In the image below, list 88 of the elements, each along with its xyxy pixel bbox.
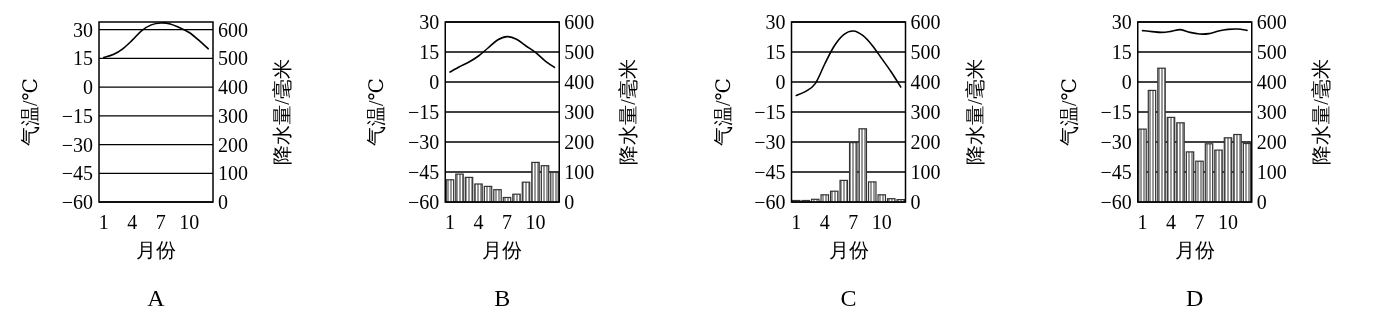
x-tick-label: 7	[848, 211, 859, 233]
y-tick-label: 15	[73, 47, 93, 70]
y-tick-label: −15	[407, 101, 440, 123]
y-tick-label: 15	[1111, 41, 1132, 63]
y-axis-title: 气温/℃	[19, 78, 41, 146]
y2-tick-label: 0	[1256, 191, 1267, 213]
y-tick-label: −30	[1100, 131, 1132, 153]
y-tick-label: 15	[419, 41, 440, 63]
y2-axis-title: 降水量/毫米	[1309, 59, 1332, 165]
y-tick-label: 30	[73, 18, 93, 41]
y2-tick-label: 300	[1256, 101, 1287, 123]
y2-tick-label: 600	[910, 11, 941, 33]
y2-tick-label: 100	[1256, 161, 1287, 183]
y2-tick-label: 600	[564, 11, 595, 33]
x-axis-title: 月份	[1174, 239, 1215, 261]
y2-tick-label: 600	[218, 18, 248, 41]
x-axis-title: 月份	[828, 239, 869, 261]
y2-tick-label: 200	[910, 131, 941, 153]
y-axis-title: 气温/℃	[711, 78, 734, 146]
y-tick-label: 30	[765, 11, 786, 33]
y2-tick-label: 200	[564, 131, 595, 153]
y2-tick-label: 300	[218, 104, 248, 127]
x-tick-label: 1	[98, 211, 109, 233]
y-tick-label: −30	[61, 133, 93, 156]
y-tick-label: −15	[61, 104, 93, 127]
x-tick-label: 10	[871, 211, 892, 233]
y2-tick-label: 300	[564, 101, 595, 123]
text: C	[840, 285, 857, 311]
text: A	[147, 285, 166, 311]
x-tick-label: 1	[791, 211, 802, 233]
y2-tick-label: 100	[218, 162, 248, 185]
y-tick-label: 0	[1121, 71, 1132, 93]
y2-tick-label: 500	[910, 41, 941, 63]
y-axis-title: 气温/℃	[365, 78, 388, 146]
y2-axis-title: 降水量/毫米	[271, 59, 293, 165]
y-tick-label: −60	[61, 191, 93, 213]
y2-axis-title: 降水量/毫米	[617, 59, 640, 165]
y2-tick-label: 100	[910, 161, 941, 183]
x-tick-label: 10	[1218, 211, 1238, 233]
x-tick-label: 1	[445, 211, 455, 233]
x-tick-label: 7	[1194, 211, 1205, 233]
y2-tick-label: 500	[218, 47, 248, 70]
x-tick-label: 4	[1166, 211, 1176, 233]
y2-tick-label: 400	[1256, 71, 1287, 93]
y2-tick-label: 300	[910, 101, 941, 123]
y-tick-label: −45	[61, 162, 93, 185]
x-tick-label: 1	[1137, 211, 1148, 233]
y-tick-label: −45	[407, 161, 440, 183]
y2-axis-title: 降水量/毫米	[963, 59, 986, 165]
y2-tick-label: 0	[218, 191, 228, 213]
y-tick-label: −15	[1100, 101, 1132, 123]
y2-tick-label: 400	[910, 71, 941, 93]
y-tick-label: −45	[754, 161, 786, 183]
y-tick-label: −30	[754, 131, 786, 153]
y-tick-label: 15	[765, 41, 786, 63]
y-tick-label: 30	[419, 11, 440, 33]
y-tick-label: 0	[429, 71, 440, 93]
y2-tick-label: 100	[564, 161, 595, 183]
y-tick-label: 30	[1111, 11, 1132, 33]
x-tick-label: 4	[473, 211, 484, 233]
y-tick-label: −60	[1100, 191, 1132, 213]
y-tick-label: −30	[407, 131, 440, 153]
y2-tick-label: 0	[564, 191, 575, 213]
y2-tick-label: 400	[564, 71, 595, 93]
y-tick-label: 0	[775, 71, 786, 93]
y-tick-label: −60	[754, 191, 786, 213]
y-axis-title: 气温/℃	[1057, 78, 1080, 146]
x-axis-title: 月份	[482, 239, 523, 261]
x-tick-label: 7	[155, 211, 166, 233]
y-tick-label: −15	[754, 101, 786, 123]
y-tick-label: −60	[407, 191, 440, 213]
y2-tick-label: 400	[218, 76, 248, 99]
x-tick-label: 7	[502, 211, 512, 233]
x-tick-label: 10	[525, 211, 546, 233]
y2-tick-label: 200	[1256, 131, 1287, 153]
x-tick-label: 4	[819, 211, 830, 233]
y2-tick-label: 500	[1256, 41, 1287, 63]
y2-tick-label: 200	[218, 133, 248, 156]
y2-tick-label: 0	[910, 191, 921, 213]
y-tick-label: −45	[1100, 161, 1132, 183]
y-tick-label: 0	[83, 76, 93, 99]
text: D	[1186, 285, 1204, 311]
text: B	[494, 285, 511, 311]
x-tick-label: 10	[179, 211, 200, 233]
y2-tick-label: 600	[1256, 11, 1287, 33]
y2-tick-label: 500	[564, 41, 595, 63]
x-axis-title: 月份	[136, 239, 176, 261]
x-tick-label: 4	[127, 211, 138, 233]
